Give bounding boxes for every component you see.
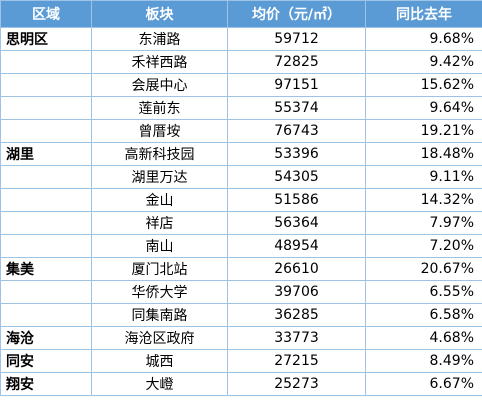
- header-row: 区域 板块 均价（元/㎡） 同比去年: [0, 0, 482, 28]
- block-cell: 曾厝垵: [91, 119, 228, 143]
- district-cell: [0, 50, 92, 74]
- district-cell: 思明区: [0, 27, 92, 51]
- block-cell: 厦门北站: [91, 257, 228, 281]
- district-cell: 翔安: [0, 372, 92, 396]
- yoy-cell: 7.97%: [365, 211, 482, 235]
- block-cell: 南山: [91, 234, 228, 258]
- yoy-cell: 20.67%: [365, 257, 482, 281]
- district-cell: [0, 73, 92, 97]
- table-row: 翔安 大嶝 25273 6.67%: [0, 372, 482, 396]
- block-cell: 禾祥西路: [91, 50, 228, 74]
- block-cell: 海沧区政府: [91, 326, 228, 350]
- yoy-cell: 9.68%: [365, 27, 482, 51]
- table-row: 思明区 东浦路 59712 9.68%: [0, 27, 482, 51]
- header-avg-price: 均价（元/㎡）: [227, 0, 366, 28]
- table-row: 同安 城西 27215 8.49%: [0, 349, 482, 373]
- avg-price-cell: 48954: [227, 234, 366, 258]
- table-row: 湖里万达 54305 9.11%: [0, 165, 482, 189]
- yoy-cell: 8.49%: [365, 349, 482, 373]
- avg-price-cell: 26610: [227, 257, 366, 281]
- yoy-cell: 7.20%: [365, 234, 482, 258]
- avg-price-cell: 36285: [227, 303, 366, 327]
- table-row: 祥店 56364 7.97%: [0, 211, 482, 235]
- block-cell: 会展中心: [91, 73, 228, 97]
- avg-price-cell: 25273: [227, 372, 366, 396]
- housing-price-table: 区域 板块 均价（元/㎡） 同比去年 思明区 东浦路 59712 9.68% 禾祥西路 7…: [0, 0, 482, 396]
- avg-price-cell: 59712: [227, 27, 366, 51]
- block-cell: 同集南路: [91, 303, 228, 327]
- block-cell: 东浦路: [91, 27, 228, 51]
- yoy-cell: 4.68%: [365, 326, 482, 350]
- district-cell: [0, 211, 92, 235]
- avg-price-cell: 53396: [227, 142, 366, 166]
- block-cell: 城西: [91, 349, 228, 373]
- table-row: 禾祥西路 72825 9.42%: [0, 50, 482, 74]
- table-row: 海沧 海沧区政府 33773 4.68%: [0, 326, 482, 350]
- district-cell: [0, 234, 92, 258]
- yoy-cell: 15.62%: [365, 73, 482, 97]
- district-cell: 同安: [0, 349, 92, 373]
- table-row: 金山 51586 14.32%: [0, 188, 482, 212]
- district-cell: 集美: [0, 257, 92, 281]
- table-row: 莲前东 55374 9.64%: [0, 96, 482, 120]
- yoy-cell: 19.21%: [365, 119, 482, 143]
- avg-price-cell: 76743: [227, 119, 366, 143]
- avg-price-cell: 56364: [227, 211, 366, 235]
- block-cell: 华侨大学: [91, 280, 228, 304]
- table-row: 集美 厦门北站 26610 20.67%: [0, 257, 482, 281]
- district-cell: [0, 188, 92, 212]
- block-cell: 湖里万达: [91, 165, 228, 189]
- avg-price-cell: 39706: [227, 280, 366, 304]
- district-cell: 海沧: [0, 326, 92, 350]
- yoy-cell: 6.58%: [365, 303, 482, 327]
- avg-price-cell: 55374: [227, 96, 366, 120]
- yoy-cell: 14.32%: [365, 188, 482, 212]
- yoy-cell: 6.67%: [365, 372, 482, 396]
- yoy-cell: 9.64%: [365, 96, 482, 120]
- header-yoy: 同比去年: [365, 0, 482, 28]
- yoy-cell: 9.11%: [365, 165, 482, 189]
- block-cell: 祥店: [91, 211, 228, 235]
- avg-price-cell: 72825: [227, 50, 366, 74]
- district-cell: [0, 96, 92, 120]
- avg-price-cell: 33773: [227, 326, 366, 350]
- header-district: 区域: [0, 0, 92, 28]
- yoy-cell: 6.55%: [365, 280, 482, 304]
- yoy-cell: 18.48%: [365, 142, 482, 166]
- district-cell: 湖里: [0, 142, 92, 166]
- table-row: 同集南路 36285 6.58%: [0, 303, 482, 327]
- table-row: 会展中心 97151 15.62%: [0, 73, 482, 97]
- district-cell: [0, 303, 92, 327]
- avg-price-cell: 27215: [227, 349, 366, 373]
- avg-price-cell: 54305: [227, 165, 366, 189]
- yoy-cell: 9.42%: [365, 50, 482, 74]
- table-row: 南山 48954 7.20%: [0, 234, 482, 258]
- block-cell: 金山: [91, 188, 228, 212]
- table-row: 华侨大学 39706 6.55%: [0, 280, 482, 304]
- table-row: 湖里 高新科技园 53396 18.48%: [0, 142, 482, 166]
- header-block: 板块: [91, 0, 228, 28]
- block-cell: 大嶝: [91, 372, 228, 396]
- table-row: 曾厝垵 76743 19.21%: [0, 119, 482, 143]
- avg-price-cell: 97151: [227, 73, 366, 97]
- district-cell: [0, 280, 92, 304]
- block-cell: 莲前东: [91, 96, 228, 120]
- district-cell: [0, 119, 92, 143]
- avg-price-cell: 51586: [227, 188, 366, 212]
- district-cell: [0, 165, 92, 189]
- block-cell: 高新科技园: [91, 142, 228, 166]
